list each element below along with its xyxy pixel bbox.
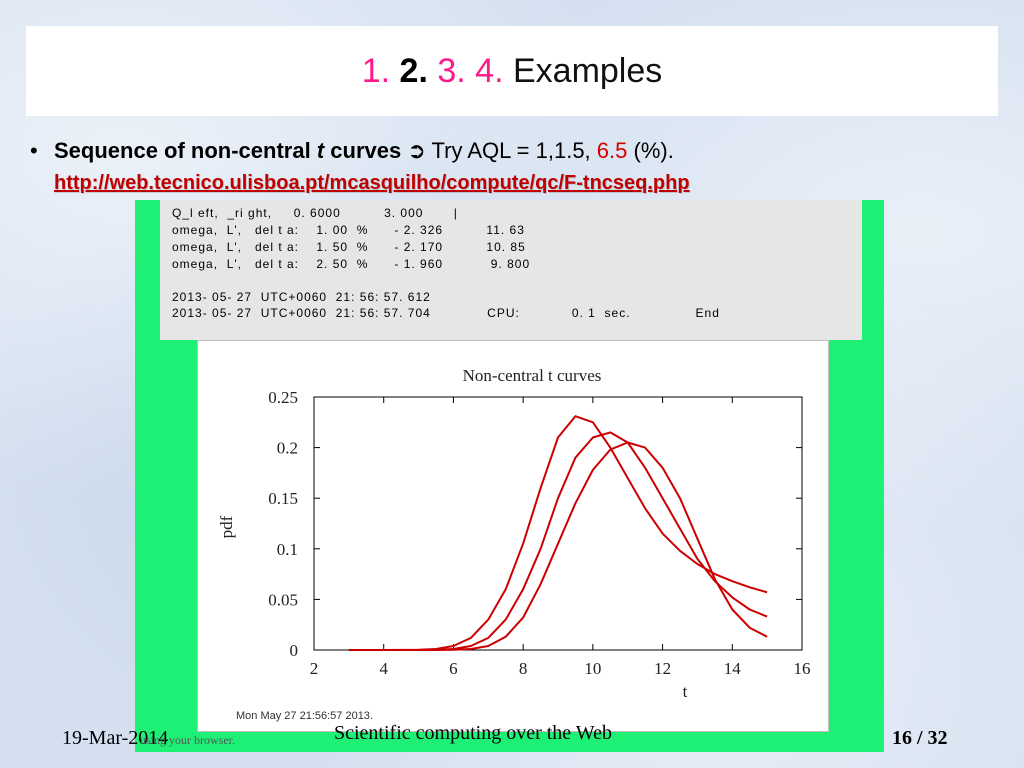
title-num-2: 2. [399, 51, 428, 90]
slide-title: 1. 2. 3. 4. Examples [26, 26, 998, 116]
bullet-bold-text-2: curves [324, 138, 402, 163]
terminal-output: Q_l eft, _ri ght, 0. 6000 3. 000 | omega… [160, 200, 862, 340]
terminal-line: omega, L', del t a: 2. 50 % - 1. 960 9. … [172, 257, 531, 271]
y-tick-label: 0.1 [277, 540, 298, 559]
plot-frame-border [313, 396, 803, 651]
series-line-1 [348, 415, 768, 651]
footer-overlay-text: using your browser. [140, 733, 235, 747]
title-text: Examples [512, 51, 663, 90]
terminal-line: omega, L', del t a: 1. 50 % - 2. 170 10.… [172, 240, 526, 254]
x-tick-label: 6 [449, 659, 458, 678]
bullet-tail: (%). [627, 138, 674, 163]
bullet-item: • Sequence of non-central t curves ➲ Try … [30, 138, 1000, 164]
chart-svg: Non-central t curves t pdf 2 4 6 8 10 12 14 16 0… [217, 366, 811, 701]
bullet-red-value: 6.5 [596, 138, 628, 163]
footer-center-title: Scientific computing over the Web [334, 722, 612, 744]
bullet-italic-t: t [316, 138, 325, 163]
y-tick-label: 0.25 [268, 388, 298, 407]
terminal-line: omega, L', del t a: 1. 00 % - 2. 326 11.… [172, 223, 525, 237]
terminal-line: 2013- 05- 27 UTC+0060 21: 56: 57. 704 CP… [172, 306, 720, 320]
title-num-3: 3. [437, 51, 466, 90]
x-tick-label: 14 [724, 659, 742, 678]
y-tick-label: 0 [290, 641, 299, 660]
chart-xlabel: t [683, 682, 688, 701]
chart-title: Non-central t curves [463, 366, 602, 385]
terminal-line: 2013- 05- 27 UTC+0060 21: 56: 57. 612 [172, 290, 431, 304]
y-tick-label: 0.15 [268, 489, 298, 508]
arrow-icon: ➲ [407, 138, 426, 163]
x-tick-label: 12 [654, 659, 671, 678]
title-num-4: 4. [475, 51, 504, 90]
bullet-bold-text: Sequence of non-central [54, 138, 317, 163]
terminal-line: Q_l eft, _ri ght, 0. 6000 3. 000 | [172, 206, 458, 220]
series-line-3 [348, 441, 768, 651]
x-tick-label: 4 [379, 659, 388, 678]
page-number: 16 / 32 [892, 727, 948, 749]
footer-date: 19-Mar-2014 [62, 727, 169, 749]
x-tick-label: 8 [519, 659, 528, 678]
chart-panel: Non-central t curves t pdf 2 4 6 8 10 12 14 16 0… [197, 340, 829, 732]
x-tick-label: 16 [794, 659, 811, 678]
x-tick-label: 2 [310, 659, 319, 678]
chart-ylabel: pdf [217, 515, 236, 538]
program-link[interactable]: http://web.tecnico.ulisboa.pt/mcasquilho… [54, 172, 690, 194]
chart-timestamp: Mon May 27 21:56:57 2013. [236, 710, 373, 722]
bullet-try-text: Try AQL = 1,1.5, [425, 138, 597, 163]
title-num-1: 1. [361, 51, 391, 90]
bullet-marker: • [30, 138, 38, 163]
x-tick-label: 10 [584, 659, 601, 678]
y-tick-label: 0.05 [268, 590, 298, 609]
y-tick-label: 0.2 [277, 439, 298, 458]
